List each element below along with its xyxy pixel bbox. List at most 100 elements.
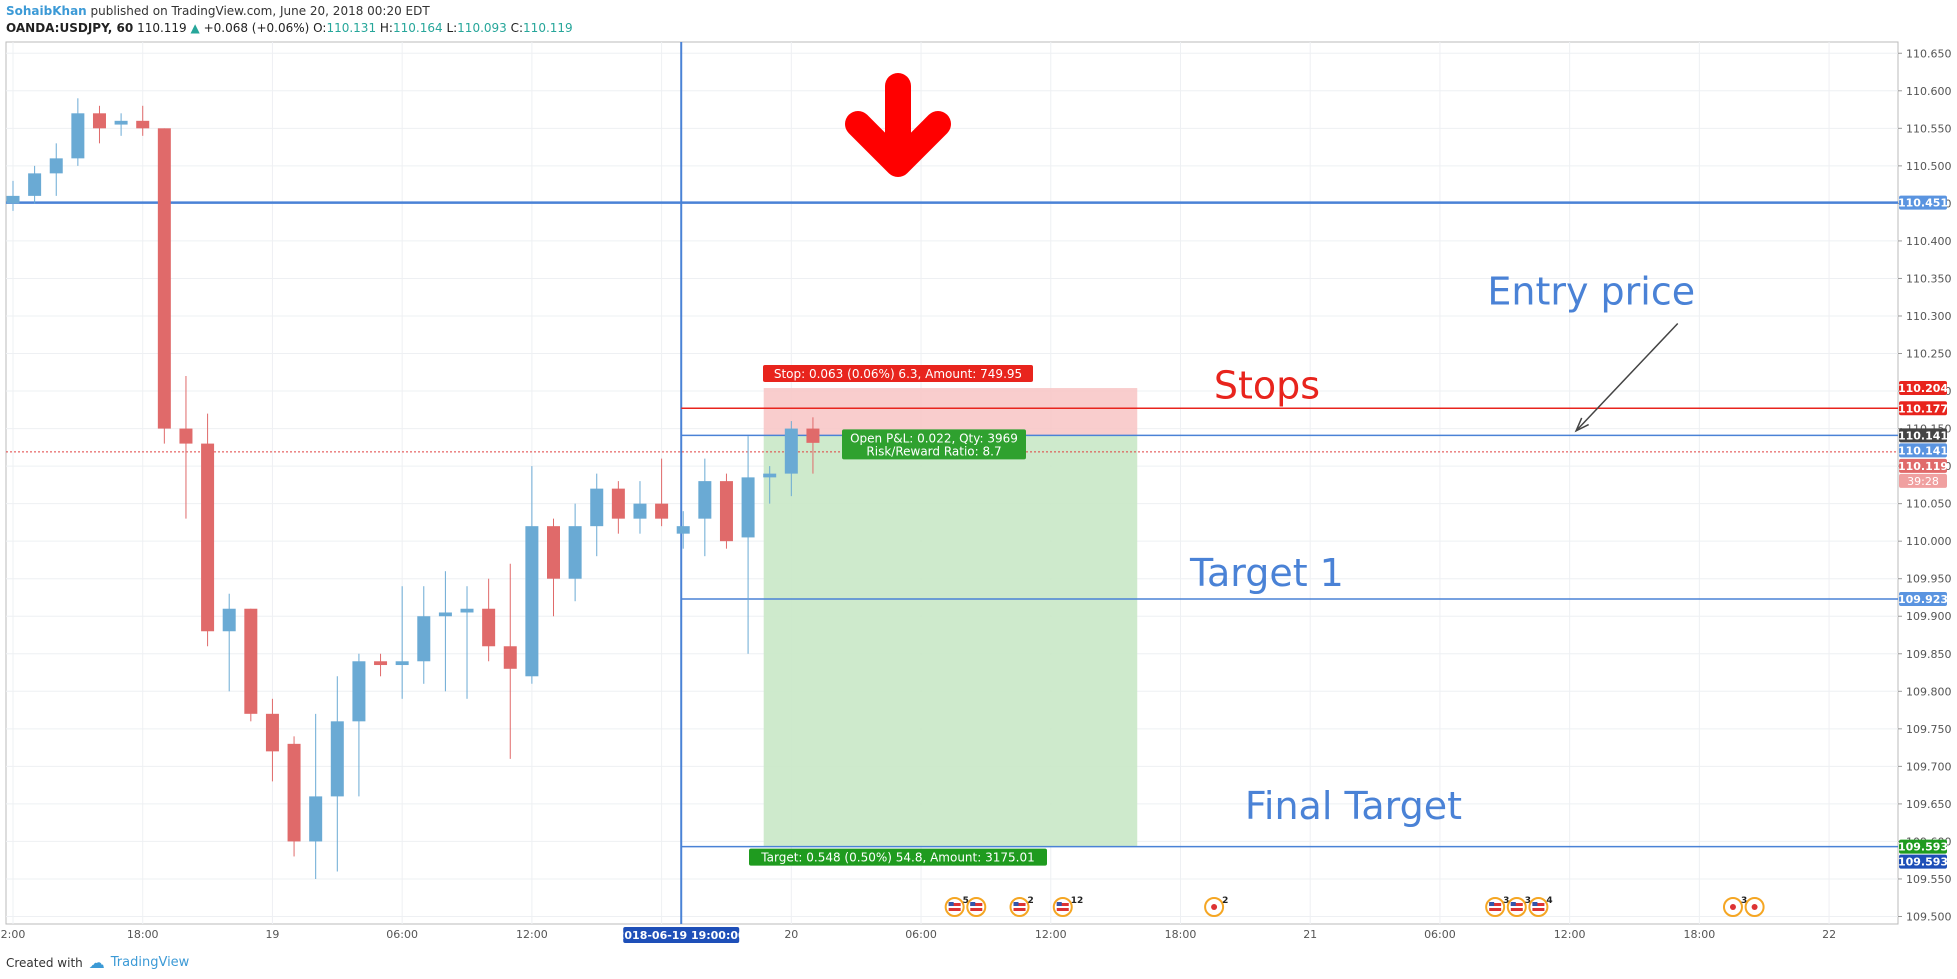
x-tick-label: 22: [1822, 928, 1836, 941]
ohlc-legend: OANDA:USDJPY, 60 110.119 ▲ +0.068 (+0.06…: [6, 21, 573, 35]
x-tick-label: 06:00: [386, 928, 418, 941]
candle-body: [590, 488, 604, 527]
annotation-text: Target 1: [1189, 551, 1344, 595]
target-zone: [763, 435, 1138, 847]
author-link[interactable]: SohaibKhan: [6, 4, 87, 18]
price-tag-text: 109.923: [1898, 593, 1948, 606]
close-value: 110.119: [523, 21, 573, 35]
plot-frame: [5, 41, 1899, 925]
x-tick-label: 18:00: [127, 928, 159, 941]
crosshair-time-label: 2018-06-19 19:00:00: [617, 927, 746, 943]
price-tag: 109.593: [1898, 854, 1948, 869]
us-flag-event-icon: 2: [1009, 896, 1034, 917]
candle-body: [438, 612, 452, 617]
candle-body: [222, 608, 236, 632]
event-ring: [1485, 897, 1506, 917]
high-label: H:: [379, 21, 393, 35]
flag-stripe: [1532, 903, 1545, 906]
candle-body: [568, 526, 582, 579]
us-flag-event-icon: 12: [1052, 896, 1083, 917]
tradingview-link[interactable]: TradingView: [110, 955, 190, 970]
candle-body: [92, 113, 106, 129]
candle-body: [352, 661, 366, 722]
flag-stripe: [1056, 908, 1069, 911]
open-value: 110.131: [326, 21, 377, 35]
price-tag: 109.923: [1898, 591, 1948, 606]
candle-body: [287, 743, 301, 842]
x-tick-label: 12:00: [516, 928, 548, 941]
candle-body: [698, 481, 712, 519]
target-label-box: [749, 848, 1047, 866]
pnl-text: Open P&L: 0.022, Qty: 3969: [850, 431, 1018, 445]
crosshair-time-text: 2018-06-19 19:00:00: [617, 929, 746, 942]
symbol-label[interactable]: OANDA:USDJPY, 60: [6, 21, 134, 35]
y-tick-label: 110.000: [1906, 535, 1952, 548]
last-price-text: 110.119: [1898, 460, 1948, 473]
created-with: Created with: [6, 955, 83, 970]
candle-body: [49, 158, 63, 174]
y-tick-label: 109.800: [1906, 685, 1952, 698]
annotation-text: Final Target: [1245, 784, 1462, 828]
price-tag-text: 110.177: [1898, 402, 1948, 415]
y-tick-label: 109.700: [1906, 760, 1952, 773]
us-flag-event-icon: 4: [1528, 896, 1553, 917]
price-tag-box: [1899, 591, 1947, 606]
us-flag-event-icon: [966, 897, 987, 917]
flag-stripe: [1013, 908, 1026, 911]
flag-stripe: [1532, 908, 1545, 911]
flag-dot: [1211, 904, 1218, 910]
event-count: 3: [1525, 896, 1531, 906]
candle-body: [265, 713, 279, 752]
y-tick-label: 110.350: [1906, 272, 1952, 285]
low-value: 110.093: [457, 21, 507, 35]
flag-stripe: [1056, 903, 1069, 906]
flag-stripe: [970, 903, 983, 906]
x-tick-label: 06:00: [905, 928, 937, 941]
flag-canton: [1510, 902, 1516, 906]
footer: Created with ☁ TradingView: [6, 953, 189, 972]
x-tick-label: 12:00: [1035, 928, 1067, 941]
event-count: 2: [1028, 896, 1034, 906]
candle-body: [157, 128, 171, 429]
flag-canton: [970, 902, 976, 906]
event-ring: [1528, 897, 1549, 917]
price-tag-text: 109.593: [1898, 841, 1948, 854]
flag-stripe: [970, 908, 983, 911]
flag-canton: [1013, 902, 1019, 906]
candle-body: [784, 428, 798, 474]
y-tick-label: 110.500: [1906, 160, 1952, 173]
last-price-box: [1899, 458, 1947, 473]
up-arrow-icon: ▲: [190, 21, 200, 35]
stop-label: Stop: 0.063 (0.06%) 6.3, Amount: 749.95: [763, 365, 1033, 383]
price-tag: 110.204: [1898, 381, 1948, 396]
event-count: 2: [1222, 896, 1228, 906]
flag-dot: [1751, 904, 1758, 910]
flag-canton: [1489, 902, 1495, 906]
us-flag-event-icon: 3: [1485, 896, 1509, 917]
x-tick-label: 12:00: [1554, 928, 1586, 941]
stop-label-text: Stop: 0.063 (0.06%) 6.3, Amount: 749.95: [774, 367, 1022, 381]
flag-stripe: [1510, 903, 1523, 906]
x-tick-label: 06:00: [1424, 928, 1456, 941]
candle-body: [28, 173, 42, 196]
entry-arrow-icon: [1574, 417, 1589, 433]
flag-canton: [1056, 902, 1062, 906]
candle-body: [719, 481, 733, 542]
candle-body: [6, 195, 20, 204]
y-tick-label: 110.650: [1906, 47, 1952, 60]
candle-body: [114, 120, 128, 125]
x-tick-label: 2:00: [1, 928, 26, 941]
event-ring: [944, 897, 965, 917]
candle-body: [244, 608, 258, 714]
candle-body: [676, 526, 690, 534]
price-tag-box: [1899, 428, 1947, 443]
price-tag-box: [1899, 443, 1947, 458]
y-tick-label: 110.300: [1906, 310, 1952, 323]
candle-body: [330, 721, 344, 797]
x-tick-label: 21: [1303, 928, 1317, 941]
y-tick-label: 110.050: [1906, 498, 1952, 511]
y-tick-label: 110.550: [1906, 122, 1952, 135]
close-label: C:: [510, 21, 524, 35]
candle-body: [395, 661, 409, 666]
